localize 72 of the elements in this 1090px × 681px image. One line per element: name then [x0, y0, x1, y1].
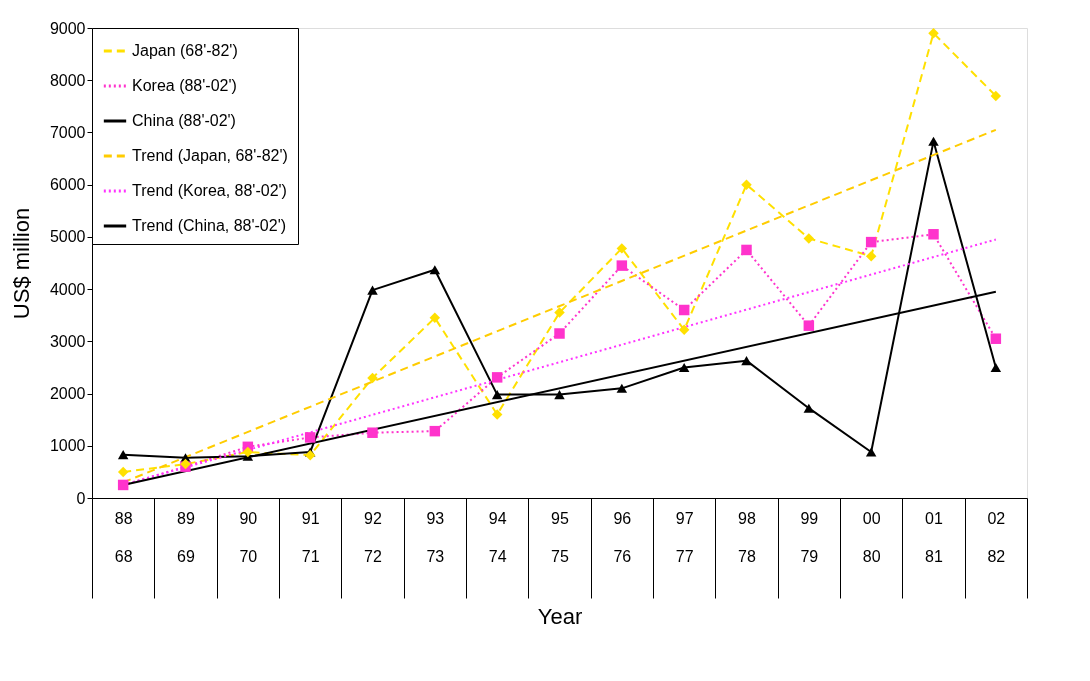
point — [865, 250, 877, 262]
y-tick-label: 3000 — [49, 332, 86, 350]
y-tick-label: 7000 — [49, 123, 86, 141]
point — [367, 372, 378, 384]
point — [616, 383, 628, 393]
point — [928, 136, 939, 146]
point — [491, 372, 503, 383]
category-label: 02 82 — [987, 509, 1006, 565]
point — [117, 479, 129, 491]
point — [803, 403, 815, 413]
legend-label: Trend (Korea, 88'-02') — [132, 182, 287, 199]
y-tick-label: 9000 — [49, 19, 86, 37]
category-label: 89 69 — [177, 509, 195, 565]
point — [367, 427, 378, 438]
point — [616, 243, 628, 254]
y-axis-title: US$ million — [8, 207, 34, 320]
y-tick-label: 0 — [76, 489, 86, 507]
point — [865, 236, 877, 248]
point — [741, 244, 752, 256]
y-tick-label: 8000 — [49, 71, 86, 89]
y-tick-label: 1000 — [49, 437, 86, 455]
category-label: 99 79 — [800, 509, 819, 565]
category-label: 98 78 — [738, 509, 756, 565]
legend-label: Trend (Japan, 68'-82') — [132, 147, 288, 164]
category-label: 94 74 — [488, 509, 507, 565]
point — [554, 328, 565, 339]
category-label: 91 71 — [301, 509, 320, 565]
point — [865, 447, 877, 457]
point — [304, 449, 316, 461]
y-tick-label: 2000 — [49, 385, 86, 403]
point — [304, 432, 316, 443]
point — [928, 229, 939, 240]
point — [990, 90, 1002, 102]
legend-label: Korea (88'-02') — [132, 77, 237, 94]
y-tick-label: 6000 — [49, 176, 86, 194]
point — [928, 27, 939, 39]
point — [678, 362, 690, 372]
point — [678, 324, 690, 336]
category-label: 96 76 — [613, 509, 632, 565]
y-tick-label: 4000 — [49, 280, 86, 298]
point — [429, 312, 441, 324]
legend-label: China (88'-02') — [132, 112, 236, 129]
point — [554, 307, 565, 318]
point — [429, 265, 441, 275]
point — [554, 390, 565, 400]
point — [990, 362, 1002, 372]
legend-label: Trend (China, 88'-02') — [132, 217, 287, 234]
point — [367, 285, 378, 295]
category-label: 00 80 — [862, 509, 881, 565]
point — [741, 179, 752, 190]
category-label: 88 68 — [114, 509, 133, 565]
point — [242, 446, 254, 458]
point — [678, 304, 690, 316]
x-axis-title: Year — [537, 604, 583, 629]
point — [616, 260, 628, 271]
category-label: 97 77 — [675, 509, 694, 565]
category-label: 92 72 — [364, 509, 382, 565]
point — [117, 466, 129, 478]
point — [990, 333, 1002, 344]
point — [491, 390, 503, 400]
point — [741, 356, 752, 366]
category-label: 93 73 — [426, 509, 445, 565]
category-label: 95 75 — [551, 509, 569, 565]
point — [803, 233, 815, 244]
point — [117, 450, 129, 460]
point — [429, 425, 441, 437]
point — [491, 409, 503, 420]
y-tick-label: 5000 — [49, 228, 86, 246]
category-label: 90 70 — [239, 509, 258, 565]
category-label: 01 81 — [925, 509, 943, 565]
legend-label: Japan (68'-82') — [132, 42, 238, 59]
point — [803, 320, 815, 331]
